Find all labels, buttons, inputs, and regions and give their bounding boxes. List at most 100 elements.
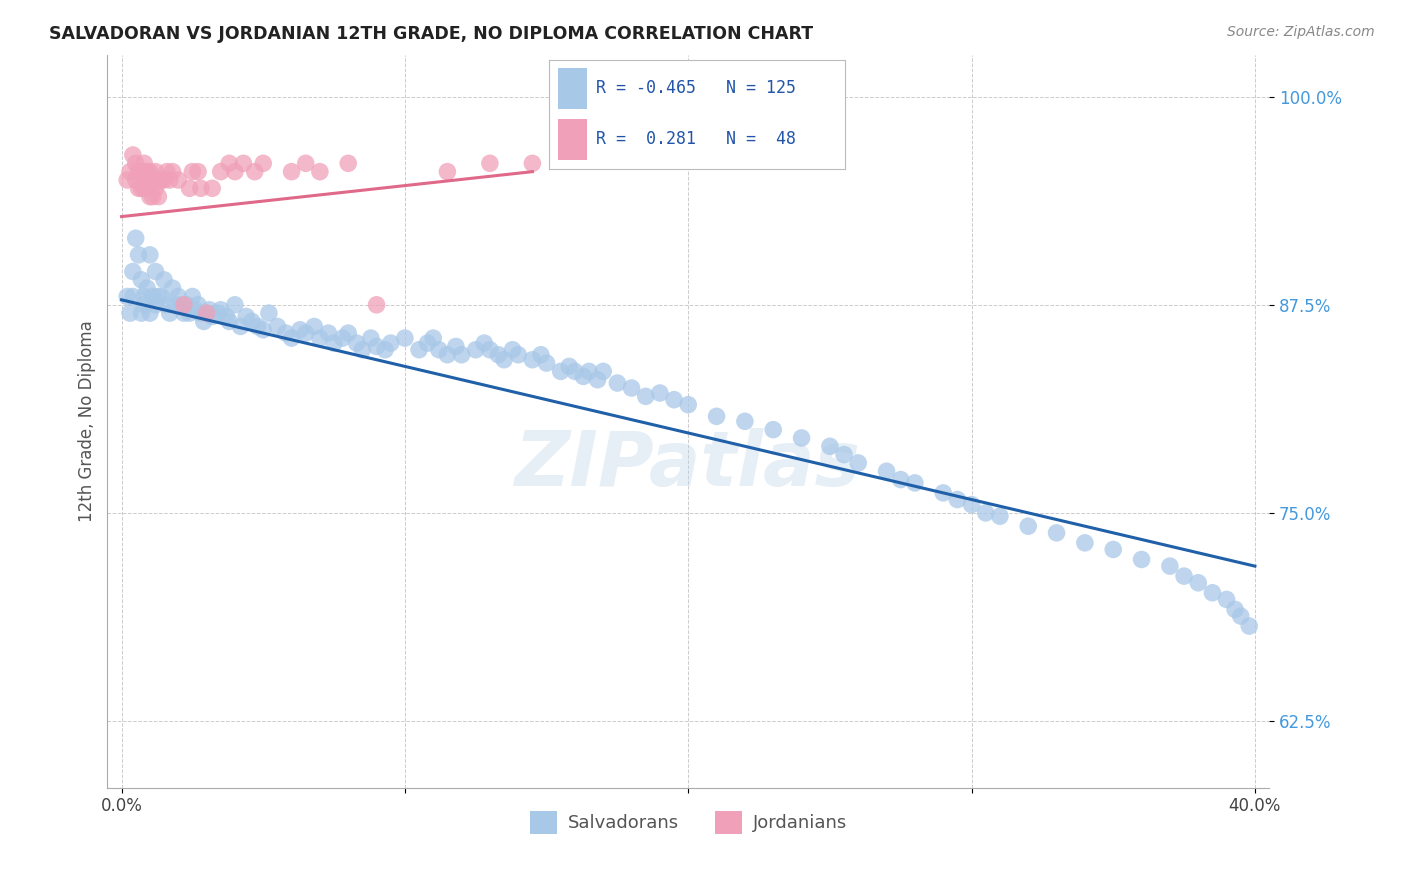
Text: ZIPatlas: ZIPatlas	[515, 428, 862, 502]
Salvadorans	[380, 336, 402, 351]
Salvadorans	[960, 498, 983, 512]
Salvadorans	[187, 298, 209, 312]
Salvadorans	[139, 306, 162, 320]
Jordanians	[134, 156, 156, 170]
Jordanians	[195, 306, 218, 320]
Jordanians	[181, 164, 204, 178]
Salvadorans	[215, 310, 238, 324]
Jordanians	[142, 173, 165, 187]
Jordanians	[162, 164, 184, 178]
Salvadorans	[131, 273, 153, 287]
Jordanians	[167, 173, 190, 187]
Salvadorans	[134, 298, 156, 312]
Salvadorans	[266, 319, 288, 334]
Salvadorans	[974, 506, 997, 520]
Salvadorans	[118, 306, 141, 320]
Salvadorans	[302, 319, 325, 334]
Jordanians	[115, 173, 138, 187]
Salvadorans	[184, 302, 207, 317]
Jordanians	[136, 181, 159, 195]
Jordanians	[145, 181, 167, 195]
Jordanians	[122, 148, 145, 162]
Salvadorans	[486, 348, 509, 362]
Salvadorans	[360, 331, 382, 345]
Salvadorans	[472, 336, 495, 351]
Salvadorans	[252, 323, 274, 337]
Salvadorans	[522, 352, 544, 367]
Salvadorans	[153, 273, 176, 287]
Text: SALVADORAN VS JORDANIAN 12TH GRADE, NO DIPLOMA CORRELATION CHART: SALVADORAN VS JORDANIAN 12TH GRADE, NO D…	[49, 25, 813, 43]
Salvadorans	[201, 310, 224, 324]
Jordanians	[232, 156, 254, 170]
Jordanians	[131, 181, 153, 195]
Salvadorans	[136, 281, 159, 295]
Salvadorans	[246, 319, 269, 334]
Salvadorans	[620, 381, 643, 395]
Salvadorans	[294, 326, 316, 340]
Salvadorans	[218, 314, 240, 328]
Salvadorans	[165, 298, 187, 312]
Salvadorans	[145, 298, 167, 312]
Salvadorans	[790, 431, 813, 445]
Salvadorans	[190, 306, 212, 320]
Jordanians	[136, 164, 159, 178]
Salvadorans	[209, 302, 232, 317]
Salvadorans	[762, 423, 785, 437]
Salvadorans	[734, 414, 756, 428]
Salvadorans	[122, 264, 145, 278]
Salvadorans	[1159, 559, 1181, 574]
Salvadorans	[832, 448, 855, 462]
Salvadorans	[125, 231, 148, 245]
Salvadorans	[1215, 592, 1237, 607]
Jordanians	[436, 164, 458, 178]
Jordanians	[139, 189, 162, 203]
Text: Source: ZipAtlas.com: Source: ZipAtlas.com	[1227, 25, 1375, 39]
Salvadorans	[564, 364, 586, 378]
Salvadorans	[1239, 619, 1261, 633]
Salvadorans	[142, 289, 165, 303]
Salvadorans	[1223, 602, 1246, 616]
Salvadorans	[1017, 519, 1039, 533]
Jordanians	[366, 298, 388, 312]
Salvadorans	[890, 473, 912, 487]
Salvadorans	[932, 486, 955, 500]
Jordanians	[179, 181, 201, 195]
Salvadorans	[150, 289, 173, 303]
Salvadorans	[332, 331, 354, 345]
Jordanians	[148, 173, 170, 187]
Salvadorans	[876, 464, 898, 478]
Salvadorans	[416, 336, 439, 351]
Jordanians	[131, 164, 153, 178]
Jordanians	[128, 164, 150, 178]
Jordanians	[187, 164, 209, 178]
Jordanians	[252, 156, 274, 170]
Salvadorans	[408, 343, 430, 357]
Jordanians	[337, 156, 360, 170]
Salvadorans	[195, 306, 218, 320]
Salvadorans	[374, 343, 396, 357]
Salvadorans	[706, 409, 728, 424]
Salvadorans	[198, 302, 221, 317]
Jordanians	[309, 164, 332, 178]
Salvadorans	[558, 359, 581, 374]
Salvadorans	[530, 348, 553, 362]
Jordanians	[139, 164, 162, 178]
Jordanians	[125, 156, 148, 170]
Salvadorans	[592, 364, 614, 378]
Salvadorans	[176, 298, 198, 312]
Salvadorans	[145, 264, 167, 278]
Jordanians	[218, 156, 240, 170]
Salvadorans	[156, 298, 179, 312]
Salvadorans	[173, 306, 195, 320]
Jordanians	[153, 173, 176, 187]
Salvadorans	[167, 289, 190, 303]
Salvadorans	[280, 331, 302, 345]
Salvadorans	[494, 352, 516, 367]
Salvadorans	[346, 336, 368, 351]
Salvadorans	[422, 331, 444, 345]
Legend: Salvadorans, Jordanians: Salvadorans, Jordanians	[523, 805, 853, 841]
Salvadorans	[1201, 586, 1223, 600]
Salvadorans	[464, 343, 486, 357]
Salvadorans	[115, 289, 138, 303]
Salvadorans	[170, 298, 193, 312]
